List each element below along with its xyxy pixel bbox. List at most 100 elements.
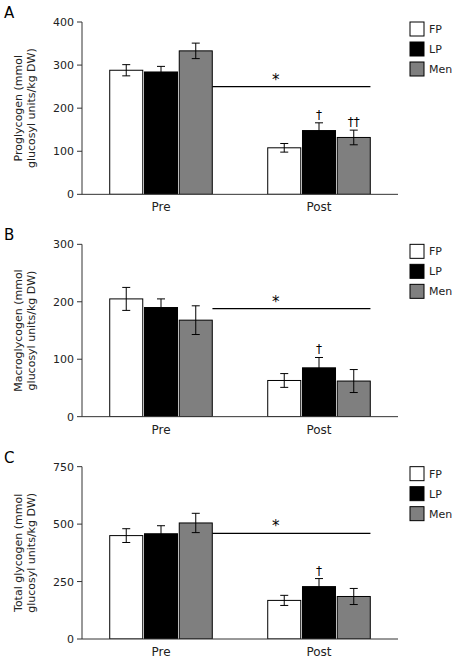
error-stem — [161, 526, 162, 542]
plot-area — [110, 513, 371, 639]
x-tick-label: Post — [306, 423, 331, 437]
legend-swatch — [410, 62, 424, 76]
error-cap — [192, 513, 200, 514]
y-tick — [77, 65, 82, 66]
error-cap — [192, 43, 200, 44]
error-stem — [353, 588, 354, 604]
panel-label: A — [4, 4, 15, 22]
legend-swatch — [410, 22, 424, 36]
error-stem — [195, 306, 196, 335]
error-stem — [284, 374, 285, 388]
error-stem — [195, 43, 196, 59]
error-bar — [315, 357, 323, 378]
error-cap — [157, 66, 165, 67]
y-tick — [77, 301, 82, 302]
panel: 0100200300*†PrePostMacroglycogen (mmolgl… — [4, 226, 452, 436]
error-stem — [126, 287, 127, 310]
error-bar — [192, 306, 200, 335]
error-stem — [353, 370, 354, 393]
y-tick — [77, 194, 82, 195]
legend-label: LP — [429, 488, 442, 501]
y-axis-label-line: Proglycogen (mmol — [12, 55, 25, 162]
error-cap — [157, 316, 165, 317]
y-axis-label: Total glycogen (mmolglucosyl units/kg DW… — [12, 493, 38, 613]
y-tick-label: 750 — [53, 461, 74, 474]
error-stem — [319, 357, 320, 378]
error-bar — [280, 595, 288, 605]
error-bar — [315, 123, 323, 139]
x-tick-label: Post — [306, 200, 331, 214]
plot-area — [110, 287, 371, 416]
y-tick — [77, 416, 82, 417]
y-tick — [77, 466, 82, 467]
y-axis — [82, 244, 83, 416]
error-bar — [122, 65, 130, 76]
legend-label: FP — [429, 23, 442, 36]
error-cap — [192, 305, 200, 306]
error-cap — [350, 144, 358, 145]
x-axis — [82, 639, 398, 640]
legend-label: FP — [429, 468, 442, 481]
panel: 0250500750*†PrePostTotal glycogen (mmolg… — [4, 449, 452, 659]
error-bar — [315, 579, 323, 595]
error-cap — [315, 578, 323, 579]
significance-label: * — [272, 71, 280, 89]
error-cap — [280, 387, 288, 388]
plot-area — [110, 43, 371, 194]
y-axis-label: Proglycogen (mmolglucosyl units/kg DW) — [12, 48, 38, 168]
bar — [268, 600, 301, 639]
legend-swatch — [410, 487, 424, 501]
error-stem — [161, 66, 162, 77]
bar — [179, 523, 212, 639]
y-axis — [82, 22, 83, 194]
y-tick — [77, 359, 82, 360]
legend-swatch — [410, 244, 424, 258]
y-tick — [77, 639, 82, 640]
bar — [144, 534, 177, 639]
y-tick-label: 0 — [67, 633, 74, 646]
error-cap — [122, 64, 130, 65]
error-stem — [319, 579, 320, 595]
y-tick — [77, 22, 82, 23]
y-axis-label: Macroglycogen (mmolglucosyl units/kg DW) — [12, 269, 38, 391]
error-cap — [192, 532, 200, 533]
error-cap — [350, 130, 358, 131]
error-cap — [350, 369, 358, 370]
bar — [110, 70, 143, 194]
legend-label: LP — [429, 265, 442, 278]
error-cap — [122, 542, 130, 543]
x-tick-label: Post — [306, 645, 331, 659]
error-bar — [122, 529, 130, 543]
y-tick-label: 100 — [53, 353, 74, 366]
y-tick-label: 300 — [53, 238, 74, 251]
panel-label: C — [4, 449, 14, 467]
error-cap — [192, 334, 200, 335]
y-tick-label: 250 — [53, 576, 74, 589]
error-cap — [122, 310, 130, 311]
bar — [302, 587, 335, 639]
error-bar — [157, 66, 165, 77]
legend-label: Men — [429, 285, 452, 298]
legend-swatch — [410, 284, 424, 298]
bar — [144, 308, 177, 417]
legend-label: Men — [429, 63, 452, 76]
significance-line — [212, 86, 370, 87]
y-tick — [77, 108, 82, 109]
legend-label: LP — [429, 43, 442, 56]
error-cap — [280, 605, 288, 606]
x-tick-label: Pre — [151, 200, 170, 214]
error-stem — [319, 123, 320, 139]
y-tick-label: 500 — [53, 518, 74, 531]
annotation: † — [316, 108, 322, 122]
error-stem — [195, 513, 196, 532]
y-tick-label: 0 — [67, 188, 74, 201]
legend-swatch — [410, 507, 424, 521]
x-tick-label: Pre — [151, 423, 170, 437]
error-cap — [280, 373, 288, 374]
error-bar — [157, 526, 165, 542]
legend: FP LP Men — [410, 22, 452, 76]
y-tick-label: 100 — [53, 145, 74, 158]
y-tick-label: 300 — [53, 59, 74, 72]
y-axis-label-line: glucosyl units/kg DW) — [25, 271, 38, 391]
error-bar — [350, 130, 358, 145]
